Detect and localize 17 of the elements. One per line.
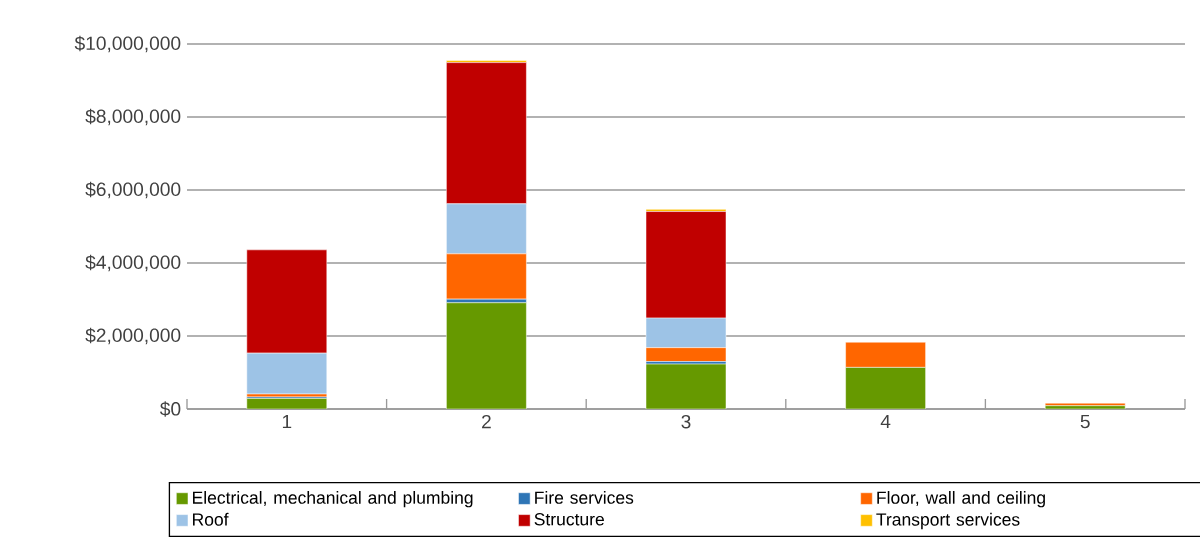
y-tick-label: $10,000,000 [74,35,181,53]
y-tick-label: $2,000,000 [85,327,181,345]
y-tick-label: $6,000,000 [85,181,181,199]
legend-label: Electrical, mechanical and plumbing [193,491,473,508]
legend-label: Floor, wall and ceiling [877,491,1045,508]
x-tick-label: 5 [1080,414,1090,429]
legend-label: Structure [534,513,604,526]
x-tick-label: 4 [880,414,891,429]
y-tick-label: $8,000,000 [85,108,181,126]
x-tick-label: 3 [681,414,691,429]
legend-label: Roof [193,512,229,526]
x-tick-label: 1 [282,414,292,429]
legend-label: Fire services [535,491,634,504]
legend-label: Transport services [876,512,1020,530]
y-tick-label: $0 [160,401,181,417]
y-tick-label: $4,000,000 [85,254,181,272]
x-tick-label: 2 [482,414,491,429]
